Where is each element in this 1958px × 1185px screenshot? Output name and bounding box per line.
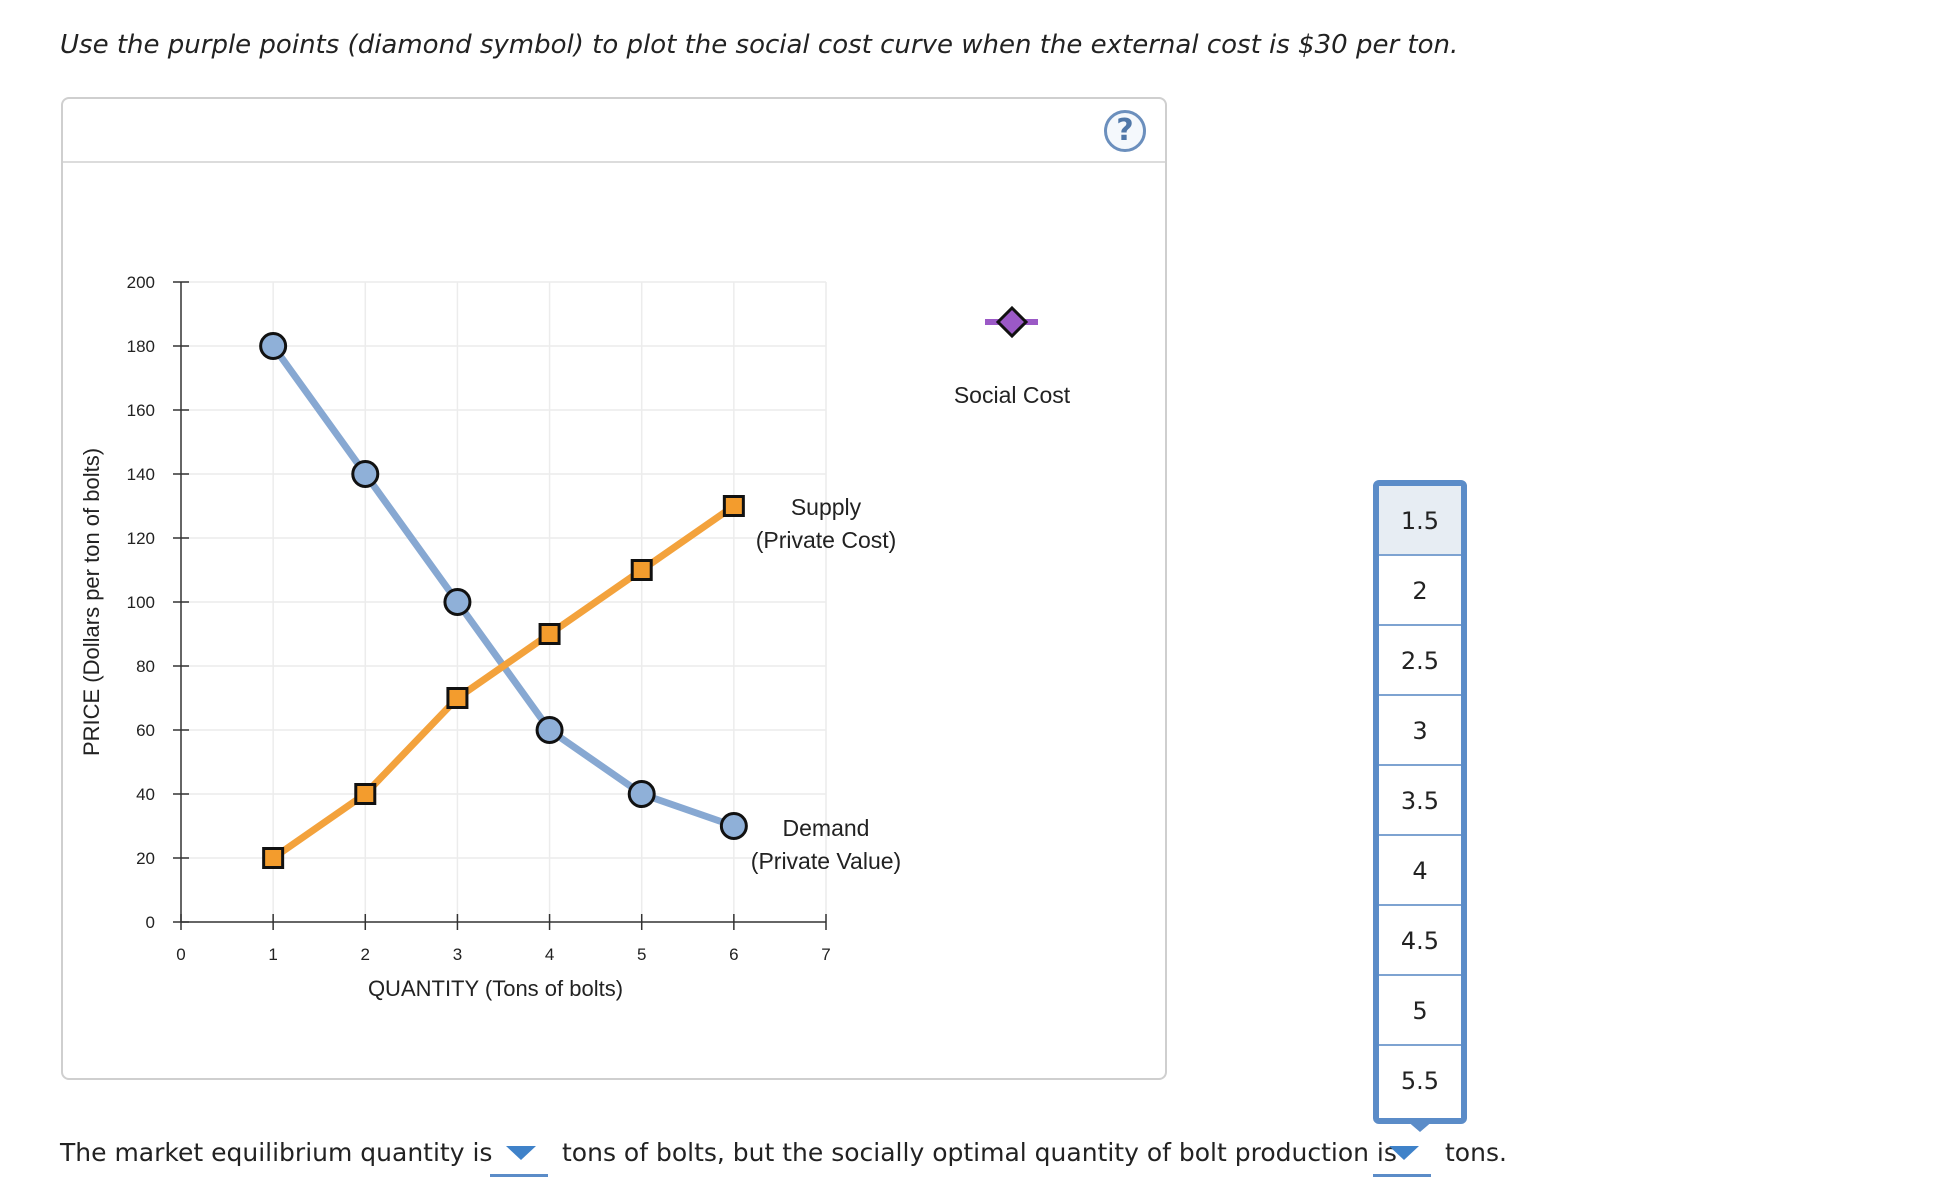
question-text-3: tons. (1445, 1138, 1507, 1167)
quantity-dropdown-list: 1.5 2 2.5 3 3.5 4 4.5 5 5.5 (1373, 480, 1467, 1124)
dropdown-option[interactable]: 2 (1379, 556, 1461, 626)
instruction-text: Use the purple points (diamond symbol) t… (60, 30, 1459, 60)
social-cost-label: Social Cost (954, 382, 1071, 408)
supply-point[interactable] (538, 623, 561, 645)
x-tick-label: 5 (637, 945, 646, 964)
y-axis-label: PRICE (Dollars per ton of bolts) (79, 448, 104, 756)
x-tick-label: 1 (268, 945, 277, 964)
question-text-2: tons of bolts, but the socially optimal … (562, 1138, 1397, 1167)
x-tick-label: 3 (453, 945, 462, 964)
supply-point[interactable] (446, 687, 469, 709)
supply-point[interactable] (262, 847, 285, 869)
x-tick-label: 7 (821, 945, 830, 964)
y-tick-label: 0 (146, 913, 155, 932)
dropdown-pointer (1406, 1120, 1434, 1132)
demand-point[interactable] (351, 460, 380, 488)
dropdown-option[interactable]: 3.5 (1379, 766, 1461, 836)
y-tick-label: 40 (136, 785, 155, 804)
market-equilibrium-dropdown[interactable] (490, 1140, 548, 1177)
chevron-down-icon (506, 1146, 536, 1160)
x-tick-label: 0 (176, 945, 185, 964)
supply-label: Supply (791, 494, 862, 520)
social-cost-diamond-icon[interactable] (995, 305, 1029, 339)
dropdown-option[interactable]: 1.5 (1379, 486, 1461, 556)
x-tick-label: 4 (545, 945, 554, 964)
demand-line (270, 343, 736, 830)
help-button[interactable]: ? (1104, 110, 1146, 152)
y-tick-label: 60 (136, 721, 155, 740)
chevron-down-icon (1389, 1146, 1419, 1160)
demand-sublabel: (Private Value) (751, 848, 901, 874)
supply-sublabel: (Private Cost) (756, 527, 897, 553)
demand-label: Demand (783, 815, 870, 841)
supply-line (271, 503, 736, 861)
dropdown-option[interactable]: 5.5 (1400, 1067, 1440, 1095)
demand-point[interactable] (719, 812, 748, 840)
demand-point[interactable] (627, 780, 656, 808)
y-tick-label: 120 (127, 529, 155, 548)
y-tick-label: 100 (127, 593, 155, 612)
demand-point[interactable] (259, 332, 288, 360)
x-tick-label: 6 (729, 945, 738, 964)
x-axis-label: QUANTITY (Tons of bolts) (368, 976, 623, 1001)
y-tick-label: 200 (127, 273, 155, 292)
demand-point[interactable] (443, 588, 472, 616)
social-optimum-dropdown[interactable] (1373, 1140, 1431, 1177)
y-tick-label: 80 (136, 657, 155, 676)
dropdown-option[interactable]: 4 (1379, 836, 1461, 906)
y-tick-label: 160 (127, 401, 155, 420)
dropdown-option[interactable]: 3 (1379, 696, 1461, 766)
supply-point[interactable] (354, 783, 377, 805)
demand-point[interactable] (535, 716, 564, 744)
x-tick-label: 2 (361, 945, 370, 964)
y-tick-label: 180 (127, 337, 155, 356)
y-tick-label: 140 (127, 465, 155, 484)
supply-point[interactable] (722, 495, 745, 517)
supply-point[interactable] (630, 559, 653, 581)
dropdown-option[interactable]: 4.5 (1379, 906, 1461, 976)
dropdown-option[interactable]: 2.5 (1379, 626, 1461, 696)
dropdown-option[interactable]: 5 (1379, 976, 1461, 1046)
question-text-1: The market equilibrium quantity is (60, 1138, 493, 1167)
y-tick-label: 20 (136, 849, 155, 868)
panel-header-divider (63, 161, 1165, 163)
